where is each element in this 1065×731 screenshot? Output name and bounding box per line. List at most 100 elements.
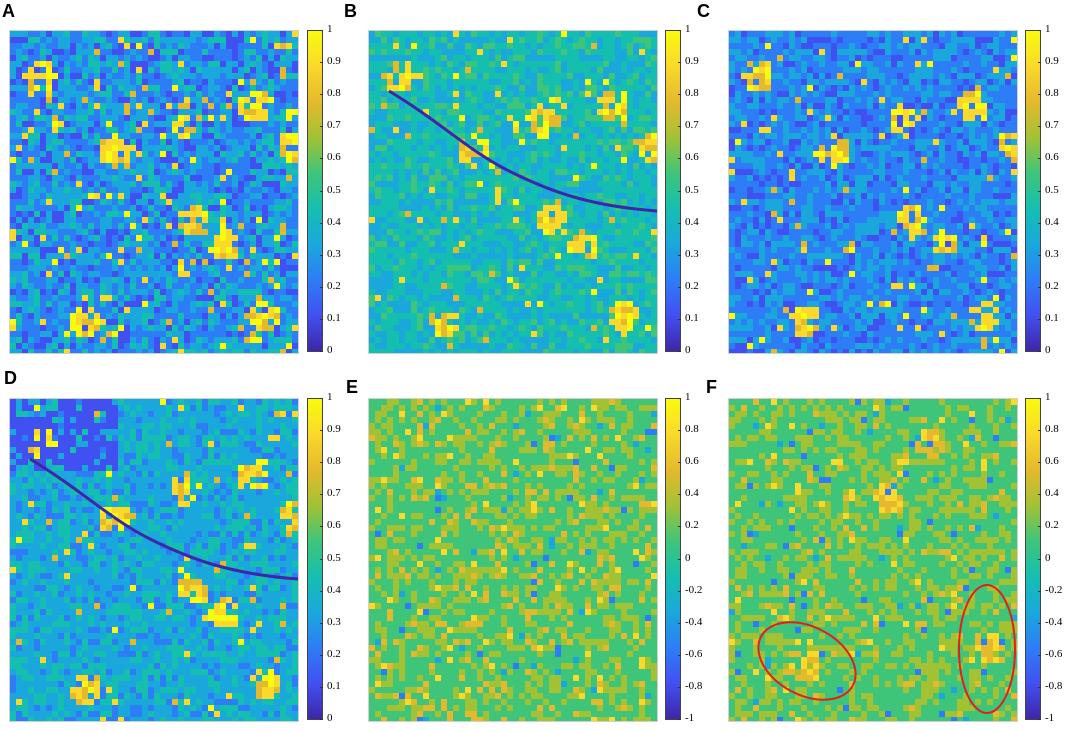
colorbar-tick-label: 1 xyxy=(1045,23,1051,35)
river-line xyxy=(388,89,657,213)
colorbar-tick-label: -0.2 xyxy=(685,583,703,596)
colorbar-tick-label: 0 xyxy=(327,344,333,356)
colorbar-tick-mark xyxy=(678,318,681,320)
colorbar-tick-mark xyxy=(320,462,323,464)
colorbar-tick-mark xyxy=(678,462,681,464)
colorbar-tick-mark xyxy=(320,430,323,432)
colorbar-tick-mark xyxy=(1038,30,1041,31)
colorbar-tick-mark xyxy=(320,351,323,352)
map-image-b xyxy=(369,31,657,353)
colorbar-tick-label: 0.2 xyxy=(1045,279,1059,292)
river-line xyxy=(29,457,298,581)
colorbar-tick-label: 0.9 xyxy=(327,55,341,68)
map-panel-d xyxy=(9,398,299,722)
colorbar-tick-mark xyxy=(1038,590,1041,592)
colorbar-tick-mark xyxy=(1038,526,1041,528)
colorbar-tick-mark xyxy=(678,558,681,560)
panel-label-b: B xyxy=(344,1,357,21)
colorbar-tick-mark xyxy=(320,94,323,96)
colorbar-tick-mark xyxy=(678,351,681,352)
colorbar-tick-label: 0.5 xyxy=(327,551,341,564)
colorbar-tick-label: 0.7 xyxy=(327,487,341,500)
colorbar-tick-mark xyxy=(678,158,681,160)
colorbar-tick-label: 0.8 xyxy=(685,423,699,436)
colorbar-tick-label: -0.4 xyxy=(685,615,703,628)
annotation-ellipse-right xyxy=(958,584,1016,714)
colorbar-tick-mark xyxy=(1038,654,1041,656)
colorbar-tick-mark xyxy=(1038,126,1041,128)
panel-label-e: E xyxy=(346,377,359,397)
colorbar-tick-label: 0.8 xyxy=(327,455,341,468)
colorbar-tick-label: 0.4 xyxy=(327,215,341,228)
colorbar-tick-mark xyxy=(1038,190,1041,192)
colorbar-tick-label: -0.4 xyxy=(1045,615,1063,628)
colorbar-tick-label: 0.1 xyxy=(327,311,341,324)
colorbar-tick-mark xyxy=(1038,222,1041,224)
colorbar-tick-mark xyxy=(678,494,681,496)
colorbar-tick-mark xyxy=(678,62,681,64)
colorbar-tick-mark xyxy=(320,190,323,192)
colorbar-tick-label: 0.2 xyxy=(327,279,341,292)
colorbar-tick-mark xyxy=(1038,254,1041,256)
colorbar-tick-label: 0 xyxy=(685,344,691,356)
colorbar-tick-label: 0.6 xyxy=(327,519,341,532)
colorbar-tick-mark xyxy=(1038,398,1041,399)
colorbar-tick-label: 0.2 xyxy=(1045,519,1059,532)
colorbar-tick-label: 0.3 xyxy=(685,247,699,260)
colorbar-tick-mark xyxy=(678,222,681,224)
colorbar-tick-mark xyxy=(320,590,323,592)
colorbar-tick-mark xyxy=(678,94,681,96)
colorbar-tick-label: -1 xyxy=(1045,712,1055,724)
colorbar-tick-mark xyxy=(1038,62,1041,64)
colorbar-tick-label: 0 xyxy=(685,551,691,564)
colorbar-tick-mark xyxy=(320,719,323,720)
colorbar-tick-label: -0.8 xyxy=(685,679,703,692)
colorbar-tick-label: 0.6 xyxy=(1045,455,1059,468)
colorbar-tick-label: 0.9 xyxy=(327,423,341,436)
colorbar-tick-label: 0 xyxy=(1045,344,1051,356)
colorbar-tick-mark xyxy=(320,526,323,528)
colorbar-tick-mark xyxy=(678,30,681,31)
colorbar-tick-mark xyxy=(1038,719,1041,720)
colorbar-tick-mark xyxy=(1038,494,1041,496)
colorbar-tick-mark xyxy=(320,286,323,288)
colorbar-tick-mark xyxy=(678,526,681,528)
colorbar-tick-label: -0.6 xyxy=(1045,647,1063,660)
colorbar-tick-label: 0.3 xyxy=(327,247,341,260)
colorbar-tick-mark xyxy=(320,62,323,64)
colorbar-tick-mark xyxy=(678,622,681,624)
colorbar-tick-mark xyxy=(320,558,323,560)
colorbar-tick-label: 0.7 xyxy=(685,119,699,132)
colorbar-tick-label: 1 xyxy=(327,23,333,35)
panel-label-c: C xyxy=(697,1,710,21)
colorbar-tick-label: -0.6 xyxy=(685,647,703,660)
map-image-a xyxy=(10,31,298,353)
colorbar-tick-label: 1 xyxy=(327,391,333,403)
colorbar-tick-label: 0.8 xyxy=(1045,87,1059,100)
panel-label-f: F xyxy=(706,377,717,397)
colorbar-tick-label: 0.4 xyxy=(1045,487,1059,500)
colorbar-tick-mark xyxy=(1038,462,1041,464)
colorbar-tick-mark xyxy=(678,686,681,688)
colorbar-tick-label: 1 xyxy=(685,391,691,403)
colorbar-tick-mark xyxy=(320,126,323,128)
colorbar-tick-label: 0.9 xyxy=(685,55,699,68)
colorbar-tick-mark xyxy=(320,222,323,224)
colorbar-tick-mark xyxy=(320,254,323,256)
colorbar-tick-mark xyxy=(1038,686,1041,688)
colorbar-tick-label: 0.6 xyxy=(685,455,699,468)
colorbar-tick-label: 0.9 xyxy=(1045,55,1059,68)
colorbar-tick-mark xyxy=(678,590,681,592)
colorbar-tick-label: 0.7 xyxy=(327,119,341,132)
colorbar-tick-mark xyxy=(320,398,323,399)
panel-label-d: D xyxy=(4,368,17,388)
map-panel-e xyxy=(368,398,658,722)
colorbar-tick-mark xyxy=(1038,430,1041,432)
colorbar-tick-mark xyxy=(678,719,681,720)
colorbar-tick-label: 0.2 xyxy=(685,519,699,532)
colorbar-tick-label: 0.8 xyxy=(685,87,699,100)
map-image-d xyxy=(10,399,298,721)
colorbar-tick-label: 1 xyxy=(685,23,691,35)
colorbar-tick-mark xyxy=(320,30,323,31)
panel-label-a: A xyxy=(2,1,15,21)
